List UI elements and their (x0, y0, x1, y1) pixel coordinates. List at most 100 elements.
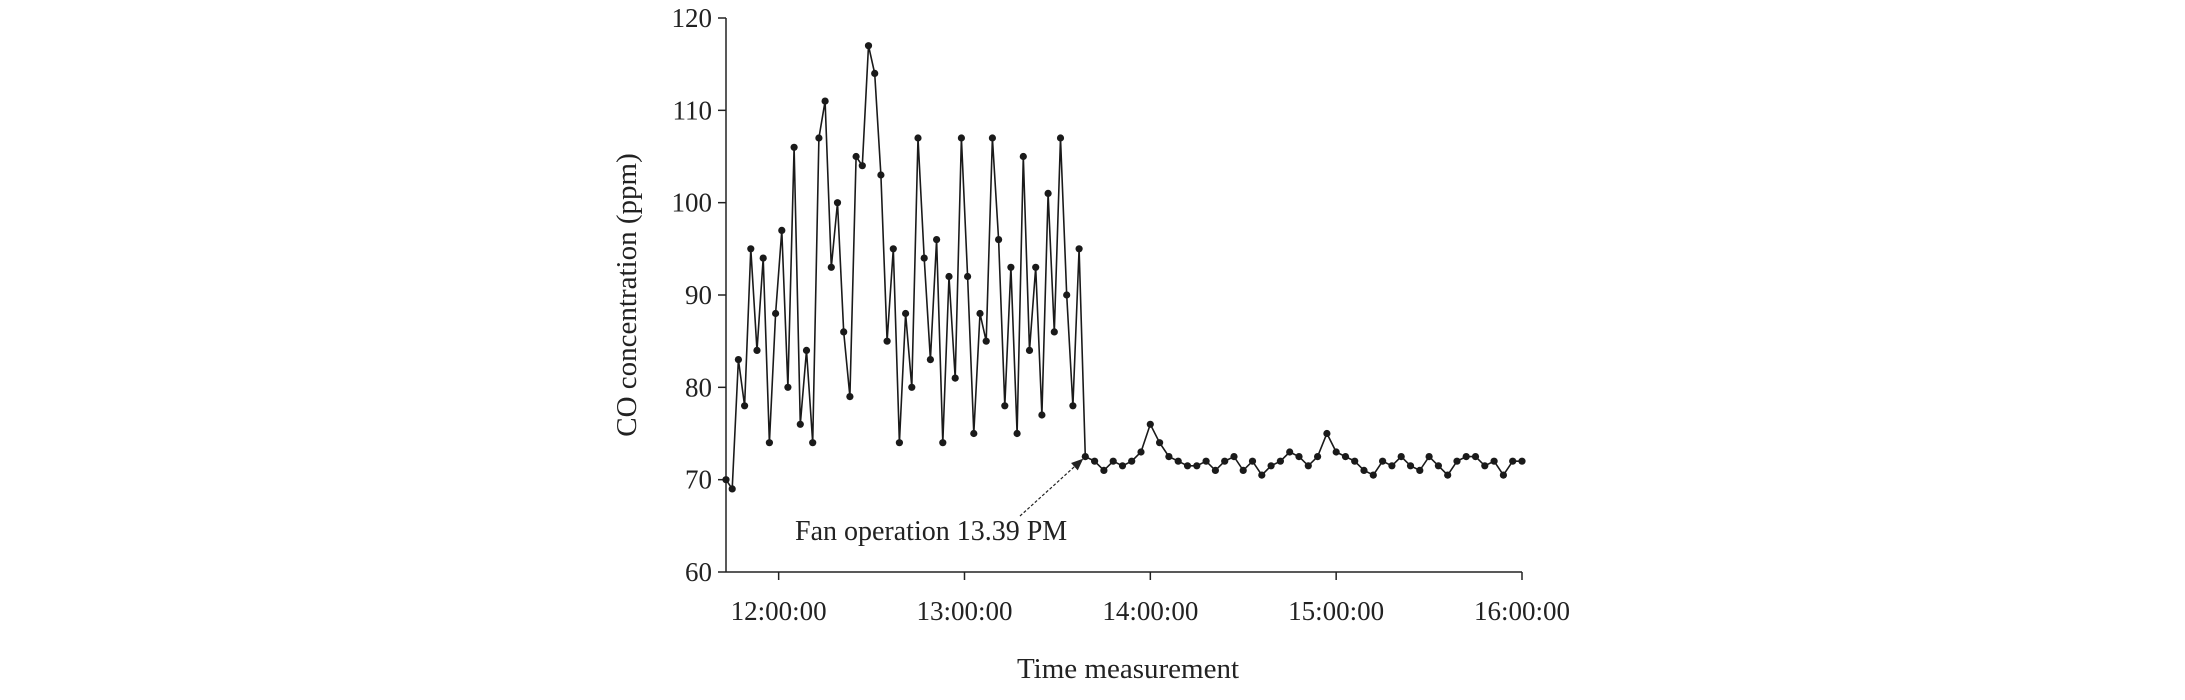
data-point (1221, 457, 1229, 465)
data-point (995, 236, 1003, 244)
series-layer (722, 42, 1526, 493)
data-point (1369, 471, 1377, 479)
data-point (1295, 453, 1303, 461)
data-point (1211, 466, 1219, 474)
data-point (1509, 457, 1517, 465)
data-point (852, 152, 860, 161)
data-point (1109, 457, 1117, 465)
data-point (747, 245, 755, 253)
data-point (728, 485, 736, 493)
y-ticks: 60 70 80 90 100 110 120 (672, 3, 726, 587)
data-point (1100, 466, 1108, 474)
data-point (1230, 453, 1238, 461)
data-point (1248, 457, 1257, 465)
data-point (741, 402, 749, 410)
data-point (1351, 457, 1359, 465)
data-point (1416, 466, 1424, 474)
data-point (1499, 471, 1507, 479)
data-point (1081, 453, 1089, 461)
data-point (790, 143, 798, 151)
data-point (821, 97, 829, 105)
data-point (1019, 152, 1027, 161)
data-point (902, 309, 910, 318)
data-point (889, 245, 897, 253)
data-point (1267, 462, 1275, 470)
y-tick-label: 100 (672, 188, 713, 218)
data-point (1239, 466, 1247, 474)
data-point (1156, 439, 1164, 447)
data-point (976, 309, 984, 318)
data-point (982, 337, 990, 345)
data-point (864, 42, 873, 50)
data-point (1388, 462, 1396, 470)
data-point (1183, 462, 1192, 470)
data-point (1490, 457, 1498, 465)
x-ticks: 12:00:00 13:00:00 14:00:00 15:00:00 16:00:00 (731, 572, 1570, 626)
data-point (1165, 453, 1173, 461)
data-point (1276, 457, 1284, 465)
data-point (1118, 462, 1127, 470)
data-point (1379, 457, 1387, 465)
data-point (1063, 291, 1071, 299)
data-point (871, 69, 879, 77)
data-point (1314, 453, 1322, 461)
data-point (1137, 448, 1145, 456)
data-point (951, 374, 959, 382)
data-point (1425, 453, 1433, 461)
data-point (1406, 462, 1415, 470)
x-tick-label: 14:00:00 (1102, 596, 1198, 626)
data-point (1050, 328, 1058, 336)
data-point (1258, 471, 1266, 479)
data-point (1174, 457, 1182, 465)
series-line (725, 45, 1522, 492)
data-point (1360, 466, 1368, 474)
data-point (1471, 453, 1480, 461)
data-point (772, 309, 780, 318)
data-point (815, 134, 823, 142)
y-tick-label: 120 (672, 3, 713, 33)
data-point (877, 171, 885, 179)
data-point (734, 356, 743, 364)
data-point (1397, 453, 1405, 461)
data-point (796, 420, 804, 428)
data-point (1481, 462, 1489, 470)
data-point (1056, 134, 1065, 142)
y-tick-label: 80 (685, 372, 712, 402)
x-tick-label: 12:00:00 (731, 596, 827, 626)
y-tick-label: 70 (685, 465, 712, 495)
data-point (1453, 457, 1461, 465)
data-point (1038, 411, 1046, 419)
data-point (1044, 189, 1052, 197)
data-point (784, 383, 792, 391)
data-point (1128, 457, 1136, 465)
data-point (920, 254, 928, 262)
data-point (753, 346, 761, 354)
data-point (858, 162, 866, 170)
y-axis-title: CO concentration (ppm) (611, 153, 643, 436)
data-point (1323, 429, 1331, 438)
data-point (827, 263, 835, 271)
data-point (1013, 429, 1021, 438)
data-point (957, 134, 966, 142)
y-tick-label: 110 (673, 95, 713, 125)
data-point (1304, 462, 1312, 470)
data-point (1202, 457, 1210, 465)
data-point (833, 199, 842, 207)
data-point (895, 439, 904, 447)
data-point (939, 439, 947, 447)
x-tick-label: 13:00:00 (916, 596, 1012, 626)
y-tick-label: 60 (685, 557, 712, 587)
data-point (964, 272, 972, 281)
data-point (933, 236, 941, 244)
data-point (840, 328, 848, 336)
data-point (1332, 448, 1340, 456)
data-point (1091, 457, 1099, 465)
data-point (1444, 471, 1452, 479)
data-point (908, 383, 916, 391)
data-point (1434, 462, 1442, 470)
annotation-arrow (1019, 459, 1083, 517)
x-axis-title: Time measurement (1017, 653, 1239, 685)
data-point (1286, 448, 1294, 456)
data-point (1007, 263, 1015, 271)
